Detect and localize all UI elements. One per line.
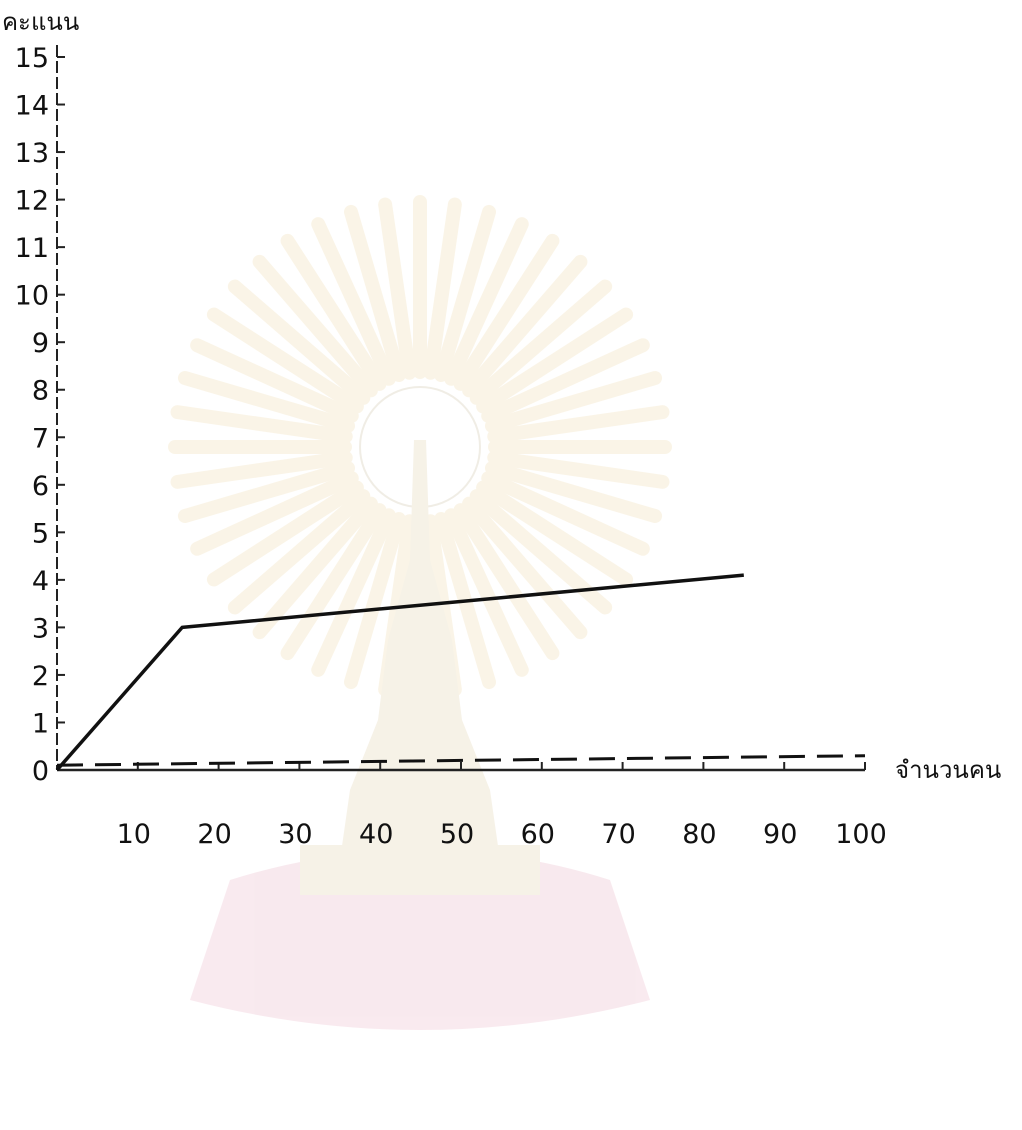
- emblem-ray: [453, 503, 560, 661]
- emblem-ray: [280, 233, 387, 391]
- emblem-ray: [476, 480, 634, 587]
- emblem-ray: [462, 496, 588, 640]
- emblem-ray: [423, 514, 462, 697]
- x-tick-label: 20: [197, 819, 231, 850]
- emblem-ray: [206, 480, 364, 587]
- y-tick-label: 11: [15, 233, 49, 264]
- y-tick-label: 13: [15, 138, 49, 169]
- emblem-ray: [444, 217, 529, 386]
- emblem-ray: [170, 405, 353, 444]
- emblem-ray: [487, 450, 670, 489]
- x-tick-label: 80: [682, 819, 716, 850]
- emblem-ray: [469, 279, 613, 405]
- y-axis-title: คะแนน: [2, 8, 79, 36]
- emblem-ray: [252, 254, 378, 398]
- emblem-base: [190, 850, 650, 1030]
- emblem-ray: [311, 508, 396, 677]
- emblem-ray: [280, 503, 387, 661]
- y-tick-label: 7: [32, 423, 49, 454]
- emblem-ray: [343, 511, 406, 690]
- emblem-ray: [206, 307, 364, 414]
- emblem-sun: [359, 386, 481, 508]
- y-tick-label: 2: [32, 661, 49, 692]
- emblem-ray: [170, 450, 353, 489]
- emblem-ray: [311, 217, 396, 386]
- emblem-ray: [481, 471, 650, 556]
- x-tick-label: 100: [835, 819, 887, 850]
- emblem-ray: [423, 197, 462, 380]
- y-tick-label: 9: [32, 328, 49, 359]
- y-tick-label: 1: [32, 708, 49, 739]
- y-tick-label: 3: [32, 613, 49, 644]
- emblem-ray: [484, 461, 663, 524]
- x-tick-label: 40: [359, 819, 393, 850]
- y-tick-label: 4: [32, 566, 49, 597]
- emblem-ray: [227, 489, 371, 615]
- x-tick-label: 30: [278, 819, 312, 850]
- emblem-ray: [252, 496, 378, 640]
- emblem-ray: [378, 197, 417, 380]
- emblem-ray: [177, 370, 356, 433]
- emblem-ray: [444, 508, 529, 677]
- x-axis-title: จำนวนคน: [895, 756, 1001, 784]
- x-ticks: 10 20 30 40 50 60 70 80 90 100: [117, 762, 887, 850]
- emblem-ray: [343, 204, 406, 383]
- x-tick-label: 60: [521, 819, 555, 850]
- y-tick-label: 10: [15, 281, 49, 312]
- series-layer: [55, 573, 866, 772]
- emblem-base-band: [300, 845, 540, 895]
- y-tick-label: 0: [32, 756, 49, 787]
- emblem-ray: [481, 338, 650, 423]
- emblem-ray: [453, 233, 560, 391]
- emblem-ray: [484, 370, 663, 433]
- emblem-ray: [462, 254, 588, 398]
- x-tick-label: 50: [440, 819, 474, 850]
- y-tick-label: 15: [15, 43, 49, 74]
- emblem-ray: [177, 461, 356, 524]
- x-tick-label: 70: [601, 819, 635, 850]
- emblem-spire: [340, 440, 500, 860]
- x-tick-label: 90: [763, 819, 797, 850]
- emblem-ray: [434, 204, 497, 383]
- watermark-emblem: [168, 195, 672, 1030]
- emblem-ray: [227, 279, 371, 405]
- x-tick-label: 10: [117, 819, 151, 850]
- emblem-rays: [168, 195, 672, 699]
- emblem-ray: [378, 514, 417, 697]
- series-line-dashed: [56, 754, 866, 767]
- series-line-solid: [55, 573, 744, 772]
- emblem-ray: [476, 307, 634, 414]
- y-tick-label: 5: [32, 518, 49, 549]
- y-tick-label: 12: [15, 186, 49, 217]
- y-tick-label: 8: [32, 376, 49, 407]
- emblem-ray: [487, 405, 670, 444]
- y-tick-label: 14: [15, 91, 49, 122]
- y-tick-label: 6: [32, 471, 49, 502]
- emblem-ray: [190, 338, 359, 423]
- emblem-ray: [190, 471, 359, 556]
